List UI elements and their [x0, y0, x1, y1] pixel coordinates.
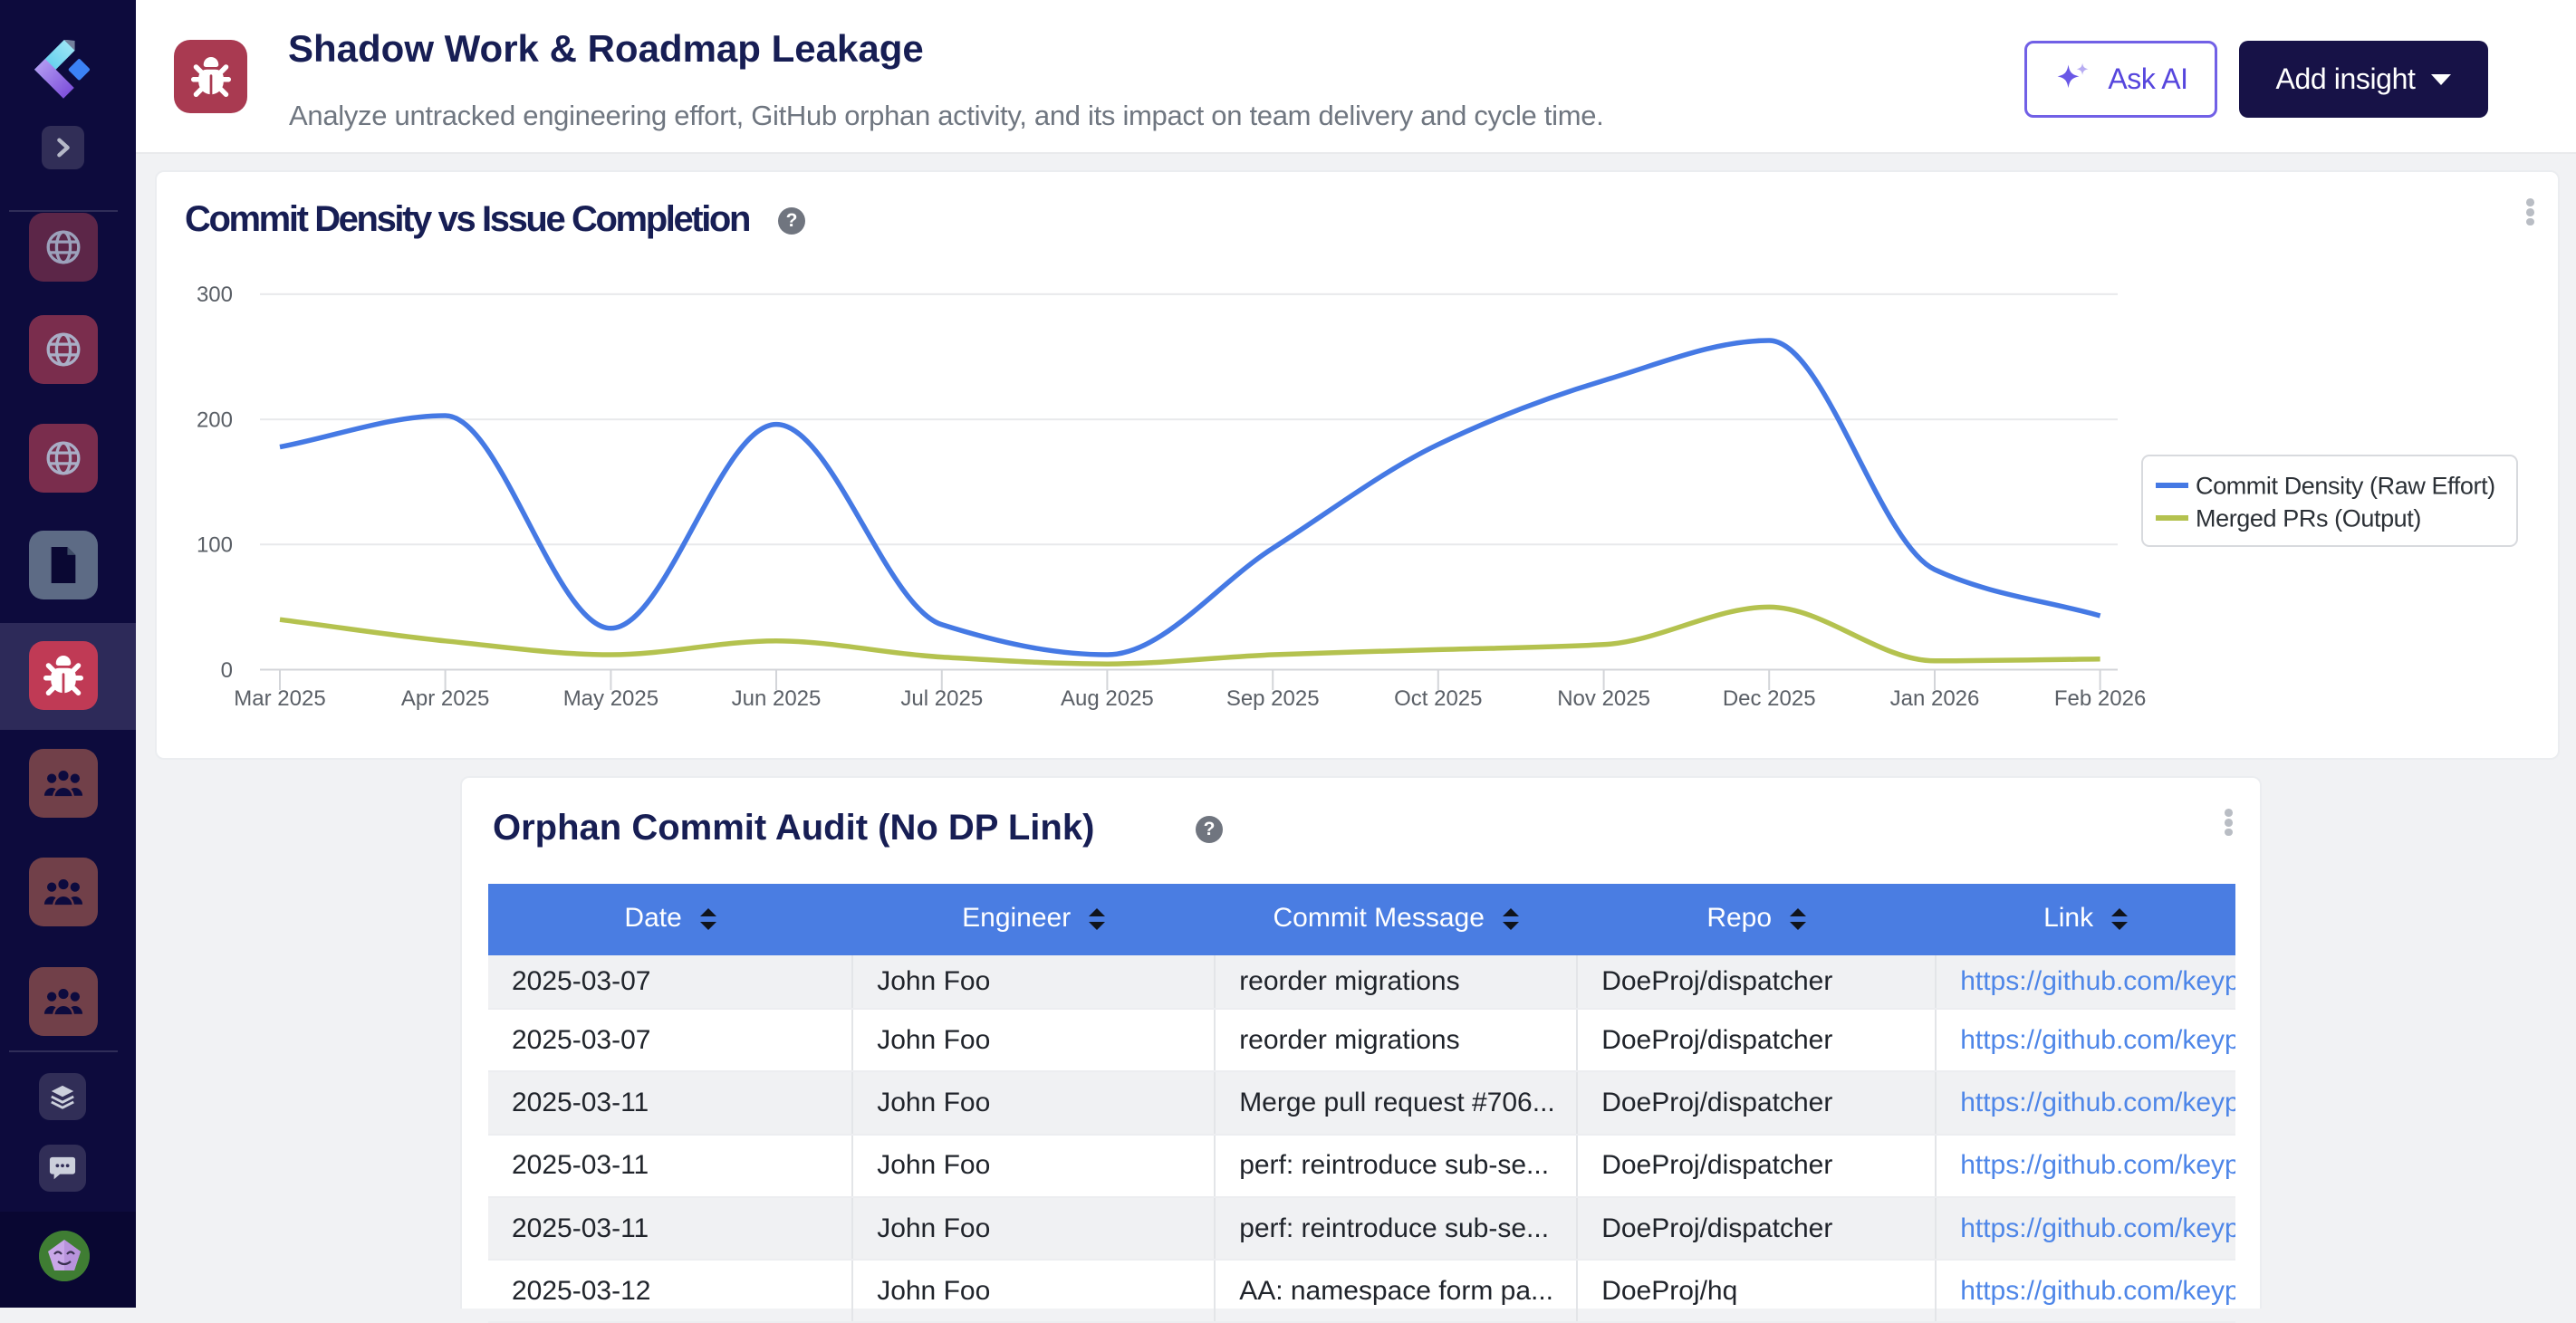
svg-text:Merged PRs (Output): Merged PRs (Output)	[2196, 505, 2421, 532]
svg-text:Mar 2025: Mar 2025	[234, 686, 325, 711]
svg-text:0: 0	[221, 658, 233, 683]
svg-text:Jun 2025: Jun 2025	[732, 686, 822, 711]
svg-text:200: 200	[197, 407, 233, 432]
svg-text:Dec 2025: Dec 2025	[1723, 686, 1816, 711]
svg-text:100: 100	[197, 533, 233, 558]
svg-text:Commit Density (Raw Effort): Commit Density (Raw Effort)	[2196, 473, 2495, 500]
svg-text:Nov 2025: Nov 2025	[1557, 686, 1650, 711]
svg-text:Sep 2025: Sep 2025	[1226, 686, 1320, 711]
svg-text:300: 300	[197, 283, 233, 307]
svg-text:Jan 2026: Jan 2026	[1890, 686, 1980, 711]
svg-text:Feb 2026: Feb 2026	[2054, 686, 2146, 711]
svg-text:Aug 2025: Aug 2025	[1061, 686, 1154, 711]
svg-text:Oct 2025: Oct 2025	[1394, 686, 1482, 711]
svg-text:May 2025: May 2025	[563, 686, 658, 711]
svg-text:Apr 2025: Apr 2025	[401, 686, 489, 711]
svg-text:Jul 2025: Jul 2025	[900, 686, 983, 711]
